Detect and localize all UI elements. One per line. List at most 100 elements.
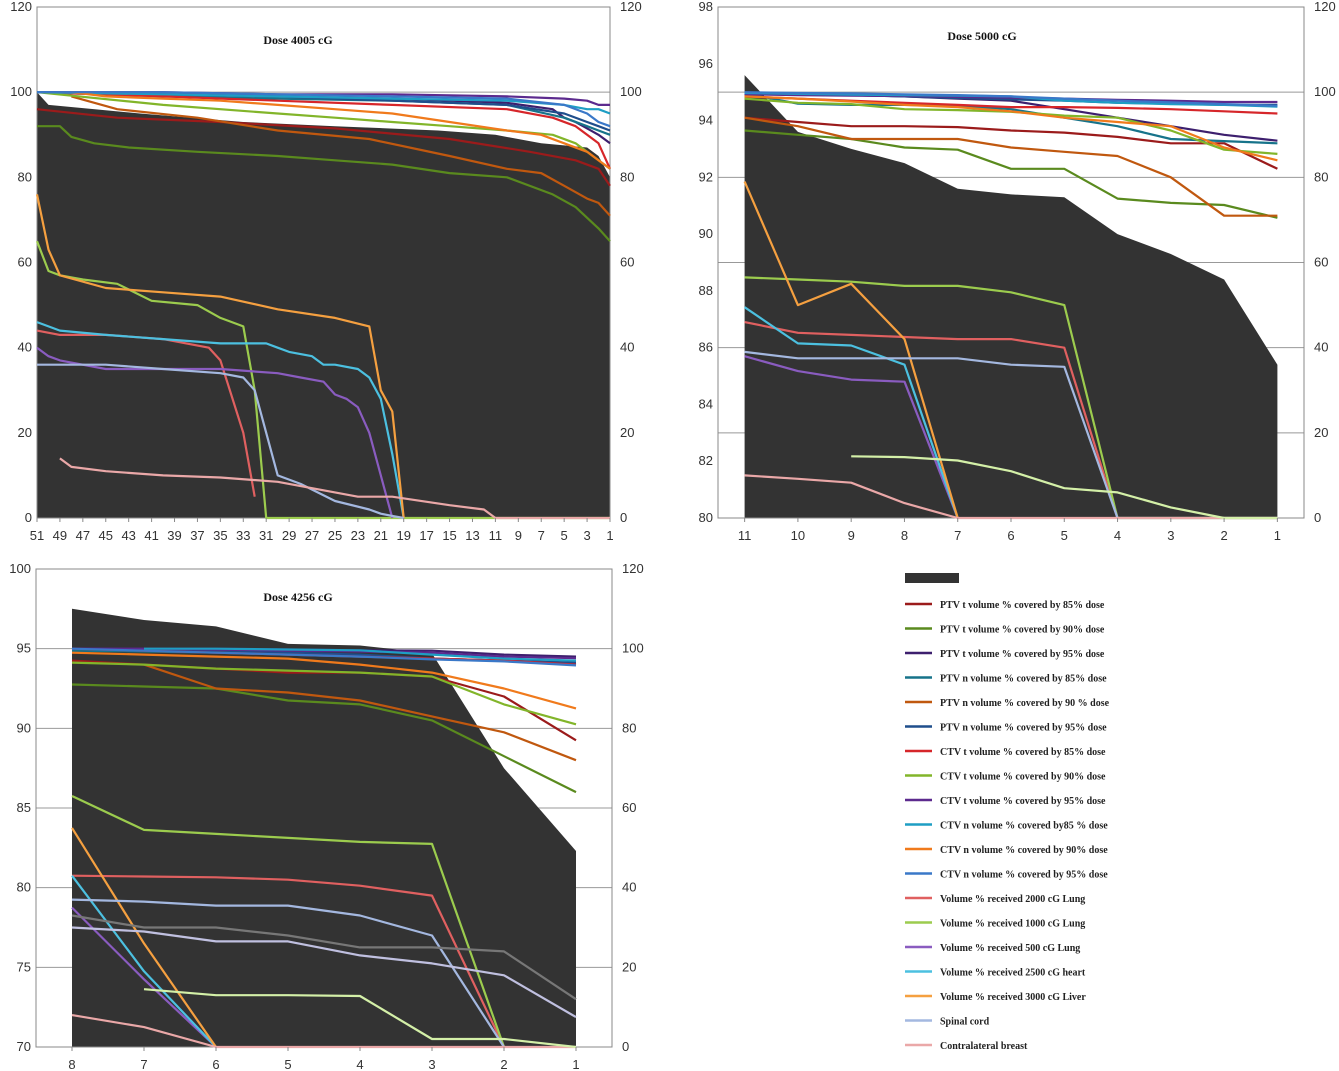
series-line xyxy=(71,683,577,794)
y-left-tick-label: 40 xyxy=(18,340,32,355)
y-right-tick-label: 120 xyxy=(620,0,642,14)
chart-title-dose-4256: Dose 4256 cG xyxy=(263,590,332,604)
y-right-tick-label: 40 xyxy=(622,880,636,895)
legend-label: Spinal cord xyxy=(940,1017,990,1028)
series-line xyxy=(744,91,1278,107)
series-line xyxy=(36,321,405,519)
y-left-tick-label: 84 xyxy=(699,396,713,411)
y-right-tick-label: 60 xyxy=(622,800,636,815)
series-line xyxy=(743,181,959,519)
y-left-tick-label: 100 xyxy=(9,561,31,576)
series-line xyxy=(71,827,217,1048)
series-line xyxy=(37,91,611,128)
series-line xyxy=(71,651,577,710)
y-left-tick-label: 90 xyxy=(17,720,31,735)
x-tick-label: 3 xyxy=(428,1057,435,1071)
y-left-tick-label: 75 xyxy=(17,959,31,974)
y-left-tick-label: 80 xyxy=(18,169,32,184)
series-line xyxy=(71,898,505,1048)
series-line xyxy=(36,91,612,170)
y-left-tick-label: 20 xyxy=(18,425,32,440)
y-left-tick-label: 96 xyxy=(699,56,713,71)
x-tick-label: 21 xyxy=(374,528,388,543)
y-left-tick-label: 88 xyxy=(699,283,713,298)
y-right-tick-label: 80 xyxy=(1314,169,1328,184)
x-tick-label: 1 xyxy=(1274,528,1281,543)
y-right-tick-label: 40 xyxy=(620,340,634,355)
chart-panel-dose-4005: Dose 4005 cG 0 20 40 60 80 100 120 0 20 40 60 80 100… xyxy=(10,0,641,543)
y-right-tick-label: 40 xyxy=(1314,340,1328,355)
x-tick-label: 11 xyxy=(738,528,752,543)
x-tick-label: 3 xyxy=(583,528,590,543)
legend-label: PTV n volume % covered by 95% dose xyxy=(940,723,1107,734)
x-tick-label: 35 xyxy=(213,528,227,543)
x-tick-label: 1 xyxy=(606,528,613,543)
legend: PTV t volume % covered by 85% dose PTV t … xyxy=(905,573,1110,1052)
x-tick-label: 7 xyxy=(538,528,545,543)
x-tick-label: 27 xyxy=(305,528,319,543)
x-tick-label: 45 xyxy=(99,528,113,543)
area-series xyxy=(37,92,610,518)
series-line xyxy=(744,355,959,519)
x-tick-label: 6 xyxy=(1007,528,1014,543)
y-right-tick-label: 80 xyxy=(620,169,634,184)
y-left-tick-label: 86 xyxy=(699,340,713,355)
x-tick-label: 2 xyxy=(1220,528,1227,543)
x-tick-label: 1 xyxy=(572,1057,579,1071)
chart-title-dose-5000: Dose 5000 cG xyxy=(947,29,1016,43)
legend-label: CTV n volume % covered by 95% dose xyxy=(940,870,1108,881)
legend-label: Volume % received 2000 cG Lung xyxy=(940,894,1085,905)
y-right-tick-label: 100 xyxy=(1314,84,1336,99)
y-right-tick-label: 0 xyxy=(622,1039,629,1054)
y-right-tick-label: 100 xyxy=(620,84,642,99)
y-right-tick-label: 120 xyxy=(622,561,644,576)
series-line xyxy=(71,95,611,217)
x-tick-label: 7 xyxy=(140,1057,147,1071)
x-tick-label: 2 xyxy=(500,1057,507,1071)
x-tick-label: 7 xyxy=(954,528,961,543)
y-left-tick-label: 80 xyxy=(699,510,713,525)
series-line xyxy=(36,108,611,187)
legend-label: PTV n volume % covered by 90 % dose xyxy=(940,698,1110,709)
series-line xyxy=(743,306,959,519)
y-right-tick-label: 20 xyxy=(620,425,634,440)
series-line xyxy=(744,95,1278,162)
x-tick-label: 23 xyxy=(351,528,365,543)
x-tick-label: 3 xyxy=(1167,528,1174,543)
legend-label: CTV n volume % covered by85 % dose xyxy=(940,821,1108,832)
x-tick-label: 39 xyxy=(167,528,181,543)
series-line xyxy=(71,914,577,1001)
x-tick-label: 49 xyxy=(53,528,67,543)
series-line xyxy=(744,129,1278,219)
series-line xyxy=(143,988,577,1049)
series-line xyxy=(35,194,405,519)
y-left-tick-label: 60 xyxy=(18,255,32,270)
y-left-tick-label: 95 xyxy=(17,641,31,656)
series-line xyxy=(744,321,1119,519)
chart-title-dose-4005: Dose 4005 cG xyxy=(263,33,332,47)
series-line xyxy=(71,926,577,1019)
x-tick-label: 8 xyxy=(901,528,908,543)
x-tick-label: 4 xyxy=(356,1057,363,1071)
y-right-tick-label: 20 xyxy=(622,959,636,974)
x-tick-label: 31 xyxy=(259,528,273,543)
y-left-tick-label: 92 xyxy=(699,169,713,184)
y-right-tick-label: 60 xyxy=(1314,255,1328,270)
series-line xyxy=(71,91,611,170)
legend-label: PTV t volume % covered by 95% dose xyxy=(940,649,1105,660)
legend-label: Volume % received 3000 cG Liver xyxy=(940,992,1086,1003)
series-line xyxy=(144,647,577,662)
y-right-tick-label: 100 xyxy=(622,641,644,656)
y-left-tick-label: 90 xyxy=(699,226,713,241)
legend-label: CTV t volume % covered by 85% dose xyxy=(940,747,1106,758)
x-tick-label: 5 xyxy=(284,1057,291,1071)
legend-label: Contralateral breast xyxy=(940,1041,1028,1052)
x-tick-label: 19 xyxy=(396,528,410,543)
series-line xyxy=(36,91,611,115)
series-line xyxy=(59,457,610,520)
series-line xyxy=(744,116,1278,217)
y-left-tick-label: 70 xyxy=(17,1039,31,1054)
x-tick-label: 13 xyxy=(465,528,479,543)
series-line xyxy=(744,116,1278,170)
